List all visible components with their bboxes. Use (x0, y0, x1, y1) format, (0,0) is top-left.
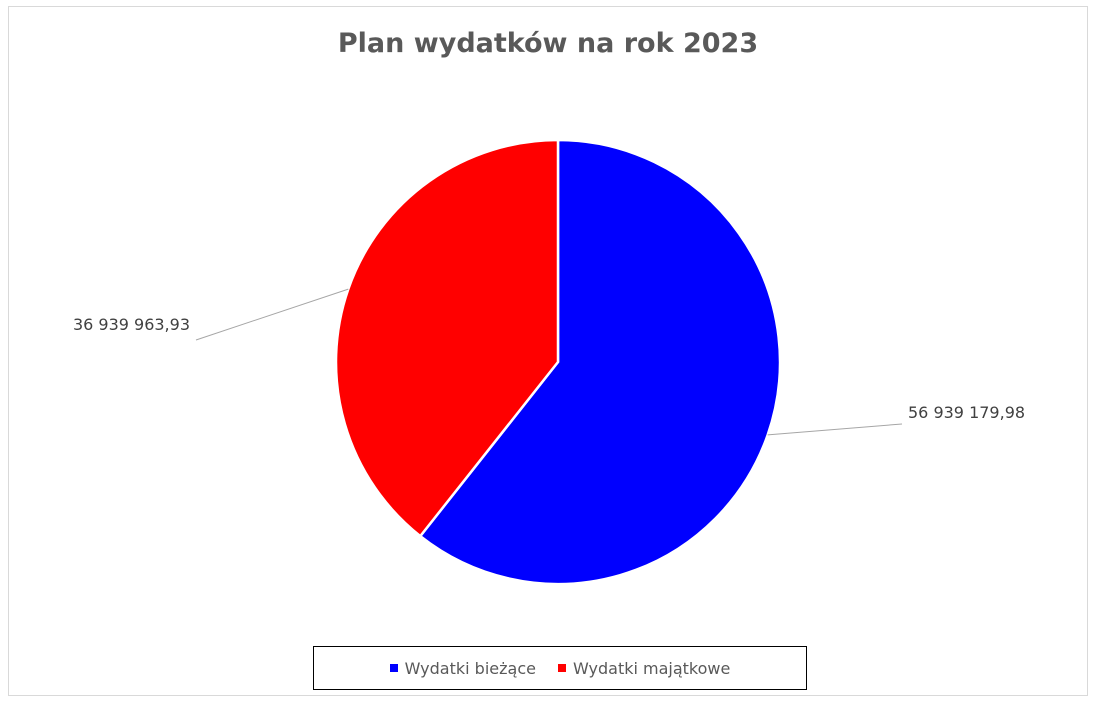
data-label: 56 939 179,98 (908, 403, 1025, 422)
legend-swatch-blue (389, 664, 398, 672)
legend-label: Wydatki majątkowe (572, 658, 731, 678)
chart-title: Plan wydatków na rok 2023 (337, 28, 759, 59)
pie-slice-wydatki-majatkowe (334, 138, 560, 538)
legend-entry-wydatki-biezace: Wydatki bieżące (389, 658, 536, 678)
data-label: 36 939 963,93 (73, 315, 190, 334)
pie-slice-wydatki-biezace (418, 138, 782, 586)
legend: Wydatki bieżące Wydatki majątkowe (313, 646, 807, 690)
legend-swatch-red (557, 664, 566, 672)
legend-entry-wydatki-majatkowe: Wydatki majątkowe (557, 658, 731, 678)
leader-line (195, 288, 349, 341)
leader-line (767, 423, 903, 436)
legend-label: Wydatki bieżące (404, 658, 536, 678)
